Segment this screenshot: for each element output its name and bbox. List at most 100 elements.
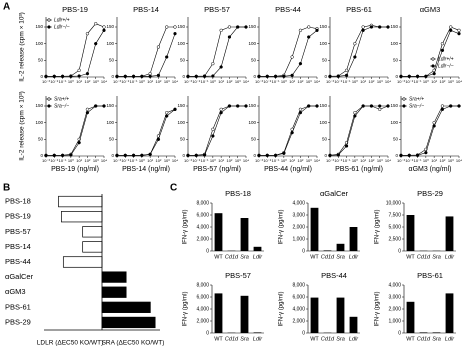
y-tick-label: 4,000	[388, 282, 401, 288]
x-tick-label: 10⁻¹	[343, 158, 352, 163]
data-point	[77, 68, 81, 72]
x-tick-label: Cd1d	[321, 336, 335, 342]
data-point	[115, 74, 119, 78]
data-point	[353, 114, 357, 118]
category-label: PBS-29	[5, 317, 31, 326]
x-tick-label: 10¹	[76, 79, 82, 84]
x-tick-label: 10¹	[147, 158, 153, 163]
data-point	[440, 42, 445, 46]
bar	[253, 332, 262, 333]
x-tick-label: 10²	[85, 79, 91, 84]
y-tick-label: 0	[111, 153, 114, 158]
data-point	[44, 153, 48, 157]
bar	[432, 332, 441, 333]
data-point	[156, 73, 161, 77]
y-tick-label: 2,000	[196, 236, 209, 242]
y-tick-label: 4,000	[292, 306, 305, 312]
x-tick-label: WT	[406, 254, 415, 260]
x-tick-label: 10⁻³	[42, 79, 51, 84]
x-tick-label: Sra	[240, 254, 249, 260]
x-tick-label: 10⁻³	[255, 79, 264, 84]
data-point	[386, 104, 390, 108]
x-tick-label: Ldlr	[445, 254, 455, 260]
series-line	[188, 105, 246, 156]
x-tick-label: 10⁻²	[334, 79, 343, 84]
x-tick-label: 10⁻²	[50, 79, 59, 84]
data-point	[307, 104, 311, 108]
y-tick-label: 2,000	[292, 318, 305, 324]
x-tick-label: 10⁴	[314, 79, 320, 84]
series-line	[259, 26, 318, 77]
chart-title: PBS-29	[417, 189, 443, 198]
x-tick-label: 10⁰	[68, 79, 74, 84]
data-point	[219, 111, 223, 115]
series-line	[46, 105, 104, 156]
bar	[406, 301, 415, 333]
data-point	[52, 74, 56, 78]
x-tick-label: 10⁻¹	[414, 79, 423, 84]
data-point	[123, 74, 127, 78]
x-tick-label: 10⁰	[139, 79, 145, 84]
data-point	[298, 111, 303, 115]
x-axis-label: PBS-44 (ng/ml)	[264, 166, 312, 173]
data-point	[173, 25, 177, 29]
x-tick-label: 10¹	[76, 158, 82, 163]
data-point	[361, 104, 365, 108]
y-tick-label: 10,000	[386, 200, 402, 206]
legend-label: Sra+/+	[409, 96, 424, 102]
y-tick-label: 150	[177, 24, 185, 29]
data-point	[265, 74, 269, 78]
category-label: PBS-57	[5, 227, 31, 236]
y-tick-label: 100	[177, 120, 185, 125]
x-tick-label: Cd1d	[417, 254, 431, 260]
bar	[349, 227, 358, 251]
x-tick-label: 10¹	[431, 79, 437, 84]
y-tick-label: 0	[398, 330, 401, 336]
data-point	[298, 28, 303, 32]
y-tick-label: 0	[324, 74, 327, 79]
bar	[310, 207, 319, 251]
bar	[445, 216, 454, 251]
data-point	[298, 107, 303, 111]
y-tick-label: 8,000	[196, 200, 209, 206]
data-point	[227, 25, 232, 29]
chart-title: PBS-44	[321, 271, 347, 280]
bar	[101, 316, 156, 329]
data-point	[173, 107, 177, 111]
chart-title: PBS-61	[417, 271, 443, 280]
x-tick-label: 10⁻¹	[343, 79, 352, 84]
data-point	[273, 74, 278, 78]
x-tick-label: 10⁴	[456, 158, 462, 163]
x-tick-label: 10⁰	[139, 158, 145, 163]
y-tick-label: 2,000	[388, 306, 401, 312]
x-tick-label: 10⁻¹	[414, 158, 423, 163]
x-tick-label: 10⁻¹	[201, 158, 210, 163]
category-label: PBS-14	[5, 242, 31, 251]
x-tick-label: 10⁻¹	[130, 79, 139, 84]
data-point	[257, 74, 261, 78]
x-tick-label: 10²	[440, 158, 446, 163]
legend-label: Ldlr−/−	[54, 24, 70, 30]
data-point	[307, 25, 311, 29]
x-tick-label: Cd1d	[225, 336, 239, 342]
data-point	[102, 25, 106, 29]
data-point	[440, 107, 445, 111]
y-tick-label: 50	[251, 137, 257, 142]
x-tick-label: 10³	[377, 79, 383, 84]
y-tick-label: 4,000	[196, 224, 209, 230]
x-tick-label: 10³	[93, 79, 99, 84]
category-label: αGalCer	[5, 272, 34, 281]
data-point	[344, 68, 349, 72]
x-tick-label: 10²	[227, 79, 233, 84]
y-tick-label: 50	[38, 58, 44, 63]
data-point	[457, 104, 461, 108]
bar	[58, 195, 103, 208]
x-axis-label: αGM3 (ng/ml)	[409, 166, 452, 173]
x-tick-label: 10⁴	[456, 79, 462, 84]
y-tick-label: 150	[177, 103, 185, 108]
y-tick-label: 7,500	[388, 212, 401, 218]
series-line	[329, 25, 388, 77]
x-tick-label: 10⁴	[172, 158, 178, 163]
x-tick-label: 10²	[298, 79, 304, 84]
